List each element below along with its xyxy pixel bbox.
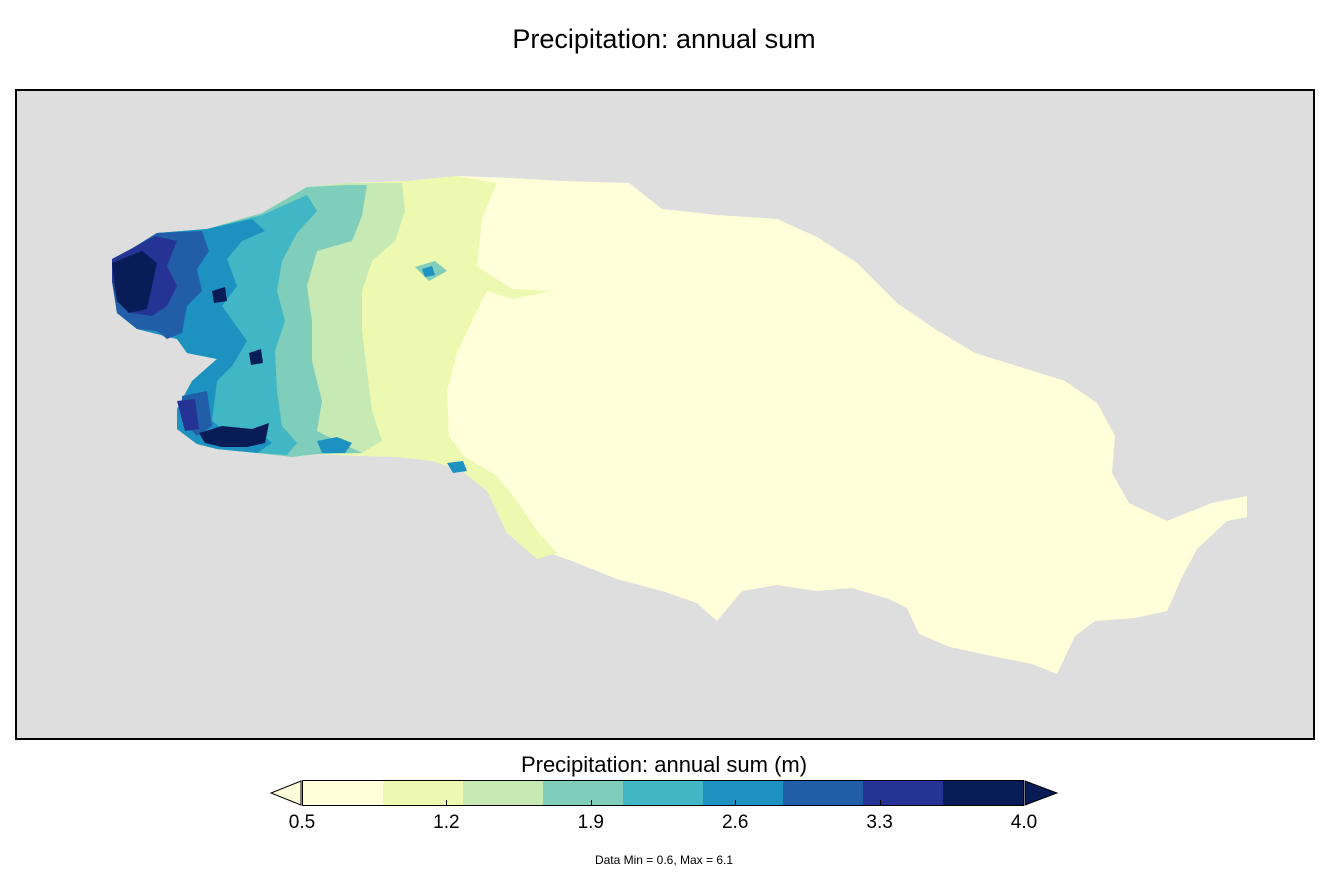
precipitation-map xyxy=(112,176,1247,674)
colorbar-tickmark xyxy=(591,800,592,806)
colorbar-bin xyxy=(783,781,863,805)
colorbar-bin xyxy=(863,781,943,805)
colorbar-bin xyxy=(303,781,383,805)
colorbar-tick-label: 1.2 xyxy=(433,812,460,833)
colorbar-under-triangle xyxy=(270,780,302,806)
colorbar-bin xyxy=(703,781,783,805)
colorbar-label: Precipitation: annual sum (m) xyxy=(520,752,808,777)
colorbar-tick-label: 3.3 xyxy=(866,812,893,833)
colorbar-ticks: 0.5 1.2 1.9 2.6 3.3 4.0 xyxy=(0,812,1328,836)
colorbar-bin xyxy=(463,781,543,805)
data-min-max: Data Min = 0.6, Max = 6.1 xyxy=(594,853,734,867)
colorbar-bin xyxy=(623,781,703,805)
colorbar-bin xyxy=(543,781,623,805)
colorbar-tickmark xyxy=(735,800,736,806)
map-panel xyxy=(15,89,1315,740)
region-max xyxy=(112,251,269,447)
region-coast-high xyxy=(317,437,467,473)
colorbar-tick-label: 0.5 xyxy=(288,812,316,833)
colorbar-tickmark xyxy=(880,800,881,806)
colorbar-tickmark xyxy=(446,800,447,806)
region-high-patch xyxy=(422,266,435,277)
colorbar-over-arrow xyxy=(1024,780,1058,806)
colorbar-tick-label: 2.6 xyxy=(721,812,749,833)
colorbar-bin xyxy=(943,781,1023,805)
colorbar-tick-label: 4.0 xyxy=(1010,812,1038,833)
colorbar-over-triangle xyxy=(1024,780,1058,806)
colorbar-bin xyxy=(383,781,463,805)
colorbar-tick-label: 1.9 xyxy=(577,812,605,833)
colorbar-under-arrow xyxy=(270,780,302,806)
colorbar xyxy=(302,780,1024,806)
map-title: Precipitation: annual sum xyxy=(512,24,816,54)
